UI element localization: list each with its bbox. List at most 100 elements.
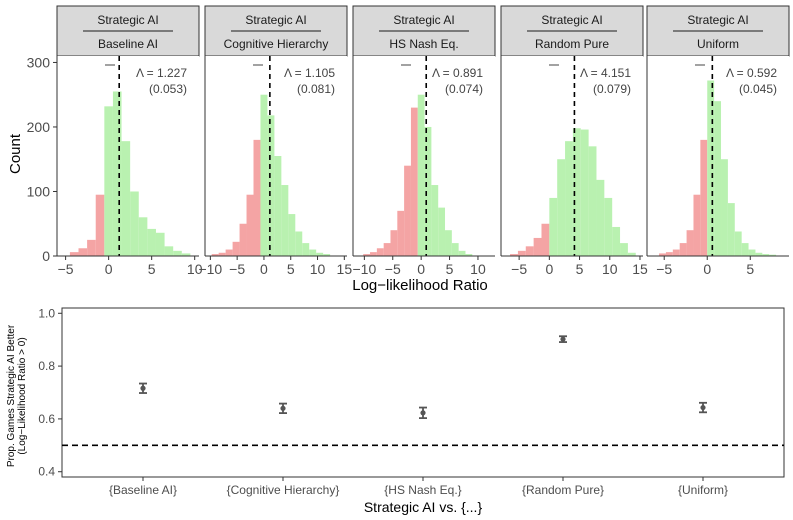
x-tick-label: {HS Nash Eq.} xyxy=(384,483,461,497)
x-tick-label: 5 xyxy=(446,261,454,277)
histogram-bar xyxy=(376,248,384,256)
histogram-bar xyxy=(239,223,247,256)
x-tick-label: 0 xyxy=(260,261,268,277)
proportion-point xyxy=(700,404,706,411)
x-tick-label: −10 xyxy=(198,261,222,277)
proportion-y-axis-label-line1: Prop. Games Strategic AI Better xyxy=(6,324,17,467)
facet-strip-bottom-label: Uniform xyxy=(697,37,739,51)
histogram-bar xyxy=(78,248,88,256)
lambda-label: Λ = 1.105 xyxy=(284,66,335,80)
lambda-se-label: (0.053) xyxy=(149,82,187,96)
lambda-label: Λ = 0.592 xyxy=(726,66,777,80)
y-tick-label: 0.6 xyxy=(38,412,55,426)
histogram-bar xyxy=(762,254,770,256)
facet-strip-bottom-label: Cognitive Hierarchy xyxy=(224,37,329,51)
histogram-bar xyxy=(104,106,113,257)
histogram-bar xyxy=(748,249,756,256)
histogram-bar xyxy=(714,101,722,257)
histogram-bar xyxy=(533,237,542,256)
facet-strip-top-label: Strategic AI xyxy=(97,13,158,27)
proportion-point xyxy=(420,410,426,416)
histogram-bar xyxy=(363,254,371,256)
histogram-bar xyxy=(458,250,466,256)
facet-strip-top-label: Strategic AI xyxy=(245,13,306,27)
histogram-bar xyxy=(627,252,636,256)
histogram-bar xyxy=(173,250,182,256)
histogram-bar xyxy=(557,159,566,256)
lambda-label: Λ = 1.227 xyxy=(136,66,187,80)
histogram-bar xyxy=(281,185,289,256)
x-tick-label: 10 xyxy=(187,261,203,277)
histogram-bar xyxy=(734,231,742,256)
lambda-label: Λ = 0.891 xyxy=(432,66,483,80)
histogram-bar xyxy=(741,243,749,256)
proportion-point xyxy=(280,405,286,411)
histogram-bar xyxy=(721,159,728,256)
histogram-x-axis-label: Log−likelihood Ratio xyxy=(352,277,488,294)
histogram-bar xyxy=(316,252,324,256)
x-tick-label: 10 xyxy=(470,261,486,277)
histogram-bar xyxy=(164,246,174,256)
y-tick-label: 200 xyxy=(27,119,51,135)
y-tick-label: 0.4 xyxy=(38,465,55,479)
histogram-bar xyxy=(370,252,377,256)
histogram-bar xyxy=(397,210,405,256)
facet-strip-bottom-label: Random Pure xyxy=(535,37,609,51)
x-tick-label: 5 xyxy=(287,261,295,277)
histogram-bar xyxy=(410,107,418,256)
histogram-bar xyxy=(295,231,303,256)
histogram-bar xyxy=(130,191,139,256)
histogram-bar xyxy=(147,228,156,256)
x-tick-label: 10 xyxy=(310,261,326,277)
x-tick-label: 0 xyxy=(417,261,425,277)
histogram-bar xyxy=(218,252,226,256)
x-tick-label: 5 xyxy=(746,261,754,277)
histogram-bar xyxy=(121,141,131,256)
histogram-bar xyxy=(211,254,219,256)
histogram-bar xyxy=(549,197,558,256)
lambda-se-label: (0.074) xyxy=(445,82,483,96)
histogram-bar xyxy=(438,207,446,256)
histogram-bar xyxy=(679,243,687,256)
histogram-bar xyxy=(95,194,105,256)
lambda-label: Λ = 4.151 xyxy=(580,66,631,80)
histogram-y-axis-label: Count xyxy=(7,133,24,174)
histogram-bar xyxy=(580,129,589,256)
histogram-bar xyxy=(267,115,275,257)
histogram-bar xyxy=(769,254,777,256)
histogram-bar xyxy=(246,194,254,256)
histogram-bar xyxy=(755,252,763,256)
histogram-bar xyxy=(541,223,550,256)
histogram-bar xyxy=(588,146,597,256)
x-tick-label: {Cognitive Hierarchy} xyxy=(227,483,340,497)
histogram-bar xyxy=(451,243,459,256)
histogram-bar xyxy=(274,156,282,256)
x-tick-label: 15 xyxy=(632,261,648,277)
x-tick-label: −5 xyxy=(511,261,527,277)
facet-strip-top-label: Strategic AI xyxy=(541,13,602,27)
histogram-bar xyxy=(665,252,673,256)
y-tick-label: 100 xyxy=(27,183,51,199)
histogram-bar xyxy=(431,185,439,256)
x-tick-label: {Baseline AI} xyxy=(109,483,177,497)
lambda-se-label: (0.081) xyxy=(297,82,335,96)
histogram-bar xyxy=(596,179,605,256)
histogram-bar xyxy=(517,250,526,256)
histogram-bar xyxy=(424,126,432,256)
proportion-y-axis-label-line2: (Log−Likelihood Ratio > 0) xyxy=(17,337,28,454)
x-tick-label: {Random Pure} xyxy=(522,483,604,497)
lambda-se-label: (0.079) xyxy=(593,82,631,96)
y-tick-label: 0 xyxy=(42,248,50,264)
histogram-bar xyxy=(253,139,261,256)
histogram-bar xyxy=(572,128,581,256)
x-tick-label: 0 xyxy=(545,261,553,277)
proportion-panel xyxy=(61,307,785,478)
histogram-bar xyxy=(112,91,122,256)
histogram-bar xyxy=(390,230,398,256)
histogram-bar xyxy=(87,239,96,256)
histogram-bar xyxy=(232,241,240,256)
proportion-x-axis-label: Strategic AI vs. {...} xyxy=(364,499,483,515)
histogram-bar xyxy=(404,165,411,256)
histogram-bar xyxy=(620,243,628,256)
